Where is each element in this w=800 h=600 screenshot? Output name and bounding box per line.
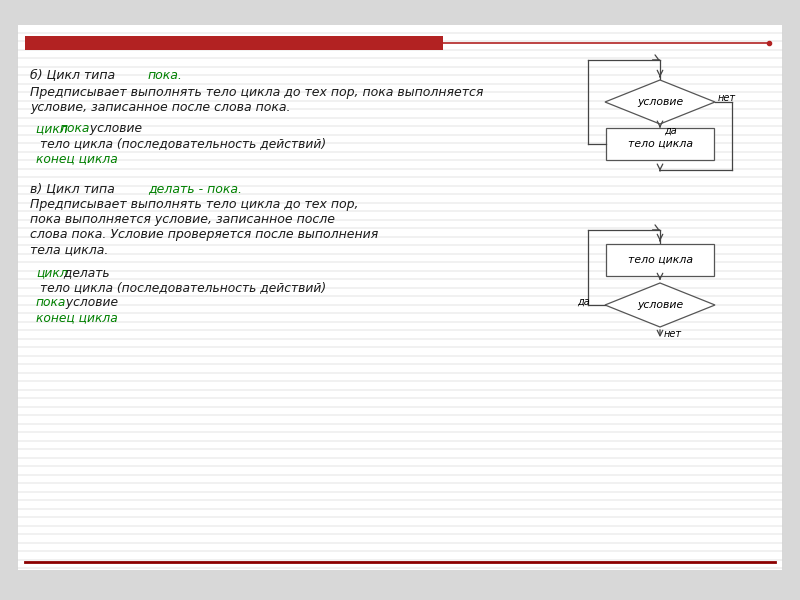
- Text: слова пока. Условие проверяется после выполнения: слова пока. Условие проверяется после вы…: [30, 228, 378, 241]
- Text: условие: условие: [62, 296, 118, 309]
- Text: да: да: [664, 126, 677, 136]
- Text: тело цикла: тело цикла: [627, 255, 693, 265]
- Text: условие: условие: [637, 97, 683, 107]
- Text: делать - пока.: делать - пока.: [148, 182, 242, 195]
- Text: в) Цикл типа: в) Цикл типа: [30, 182, 118, 195]
- Bar: [606, 128, 714, 160]
- Text: условие: условие: [637, 300, 683, 310]
- Text: нет: нет: [718, 93, 736, 103]
- Text: да: да: [577, 297, 590, 307]
- Bar: [606, 244, 714, 276]
- Text: Предписывает выполнять тело цикла до тех пор, пока выполняется: Предписывает выполнять тело цикла до тех…: [30, 86, 483, 99]
- Polygon shape: [605, 80, 715, 124]
- Text: тела цикла.: тела цикла.: [30, 243, 108, 256]
- Polygon shape: [605, 283, 715, 327]
- Text: Предписывает выполнять тело цикла до тех пор,: Предписывает выполнять тело цикла до тех…: [30, 198, 358, 211]
- Text: пока: пока: [36, 296, 66, 309]
- Text: нет: нет: [664, 329, 682, 339]
- Text: пока выполняется условие, записанное после: пока выполняется условие, записанное пос…: [30, 213, 335, 226]
- Text: конец цикла: конец цикла: [36, 311, 118, 324]
- Text: условие: условие: [86, 122, 142, 135]
- Text: цикл: цикл: [36, 122, 71, 135]
- Text: тело цикла (последовательность действий): тело цикла (последовательность действий): [40, 137, 326, 150]
- Text: условие, записанное после слова пока.: условие, записанное после слова пока.: [30, 101, 290, 114]
- Text: пока.: пока.: [148, 69, 183, 82]
- Text: пока: пока: [60, 122, 90, 135]
- Text: конец цикла: конец цикла: [36, 152, 118, 165]
- Bar: [25, 36, 443, 50]
- Text: делать: делать: [60, 266, 110, 279]
- Text: тело цикла: тело цикла: [627, 139, 693, 149]
- Text: б) Цикл типа: б) Цикл типа: [30, 69, 119, 82]
- Text: тело цикла (последовательность действий): тело цикла (последовательность действий): [40, 281, 326, 294]
- Text: цикл: цикл: [36, 266, 68, 279]
